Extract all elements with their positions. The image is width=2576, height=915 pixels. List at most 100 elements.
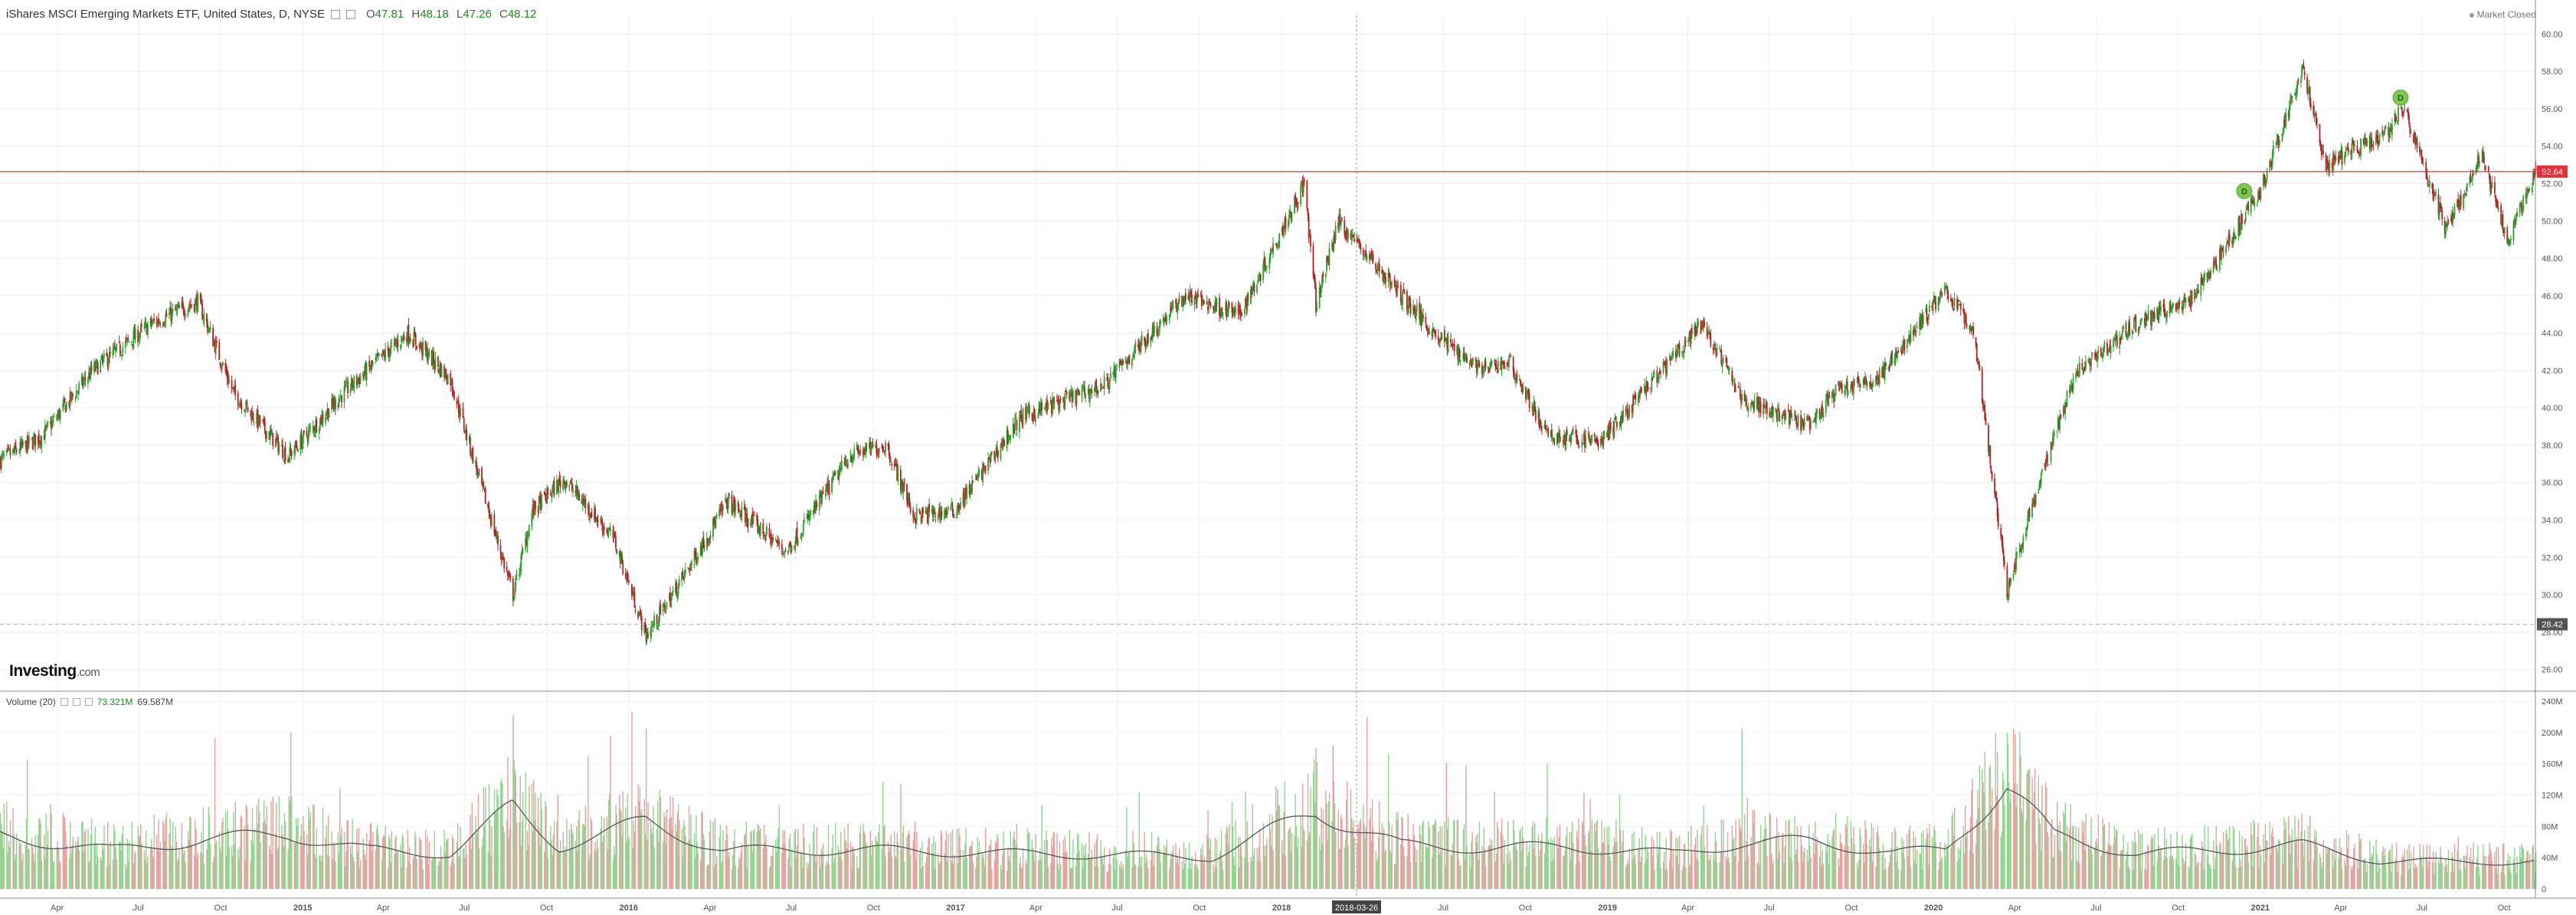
volume-bar: [783, 843, 784, 889]
volume-bar: [245, 804, 247, 889]
volume-bar: [601, 841, 604, 889]
candle: [113, 342, 115, 355]
time-tick-label: Apr: [2008, 904, 2021, 913]
candle: [2064, 398, 2067, 420]
candle: [1560, 437, 1562, 442]
candle: [853, 454, 854, 464]
candle: [1281, 222, 1284, 237]
candle: [1795, 415, 1798, 430]
volume-bar: [1514, 846, 1516, 889]
candle: [453, 389, 455, 402]
volume-bar: [1194, 851, 1196, 889]
volume-label[interactable]: Volume (20): [6, 697, 56, 707]
volume-bar: [1301, 783, 1304, 889]
volume-bar: [26, 759, 28, 889]
candle: [325, 412, 326, 427]
volume-bar: [82, 821, 83, 889]
candle: [826, 477, 829, 496]
volume-bar: [195, 829, 197, 889]
volume-bar: [1832, 831, 1834, 889]
candle: [1553, 438, 1556, 447]
volume-bar: [457, 823, 459, 889]
candle: [1935, 295, 1937, 313]
candle: [1488, 366, 1489, 374]
settings-icon[interactable]: [330, 9, 340, 19]
volume-bar: [372, 831, 374, 889]
candle: [616, 548, 617, 555]
candle: [2363, 134, 2365, 149]
candle: [393, 336, 395, 351]
candle: [316, 416, 318, 434]
candle: [2021, 542, 2024, 550]
dividend-marker[interactable]: D: [2392, 89, 2409, 106]
market-status-text: Market Closed: [2476, 9, 2536, 20]
volume-bar: [1158, 837, 1160, 889]
volume-bar: [927, 847, 928, 889]
volume-bar: [826, 864, 829, 889]
candle: [956, 505, 958, 519]
candle: [2178, 299, 2180, 314]
volume-bar: [1413, 835, 1416, 889]
candle: [1364, 250, 1367, 257]
dividend-markers[interactable]: DD: [2236, 89, 2409, 199]
chart-title[interactable]: iShares MSCI Emerging Markets ETF, Unite…: [6, 8, 325, 21]
candle: [2258, 187, 2260, 201]
volume-bar: [1802, 851, 1805, 889]
candle: [206, 313, 208, 329]
dividend-marker[interactable]: D: [2236, 182, 2253, 199]
candle: [2108, 347, 2110, 353]
volume-bar: [2160, 848, 2162, 889]
volume-bar: [1863, 843, 1864, 889]
candle: [2266, 167, 2268, 184]
candle: [532, 499, 535, 519]
volume-bar: [365, 860, 367, 889]
volume-bar: [1931, 837, 1933, 889]
volume-bar: [1219, 850, 1222, 889]
volume-bar: [1027, 833, 1029, 889]
volume-bar: [41, 860, 43, 889]
volume-bar: [6, 802, 8, 889]
volume-bar: [1800, 826, 1802, 889]
candle: [870, 442, 872, 456]
volume-bar: [1045, 854, 1046, 889]
volume-bar: [600, 828, 601, 889]
volume-bar: [389, 838, 391, 889]
candle: [1550, 423, 1553, 441]
candle: [1738, 386, 1740, 389]
candle: [551, 491, 552, 503]
volume-bar: [682, 857, 684, 889]
volume-bar: [189, 816, 191, 889]
volume-bar: [1529, 844, 1530, 889]
volume-bar: [1145, 854, 1147, 889]
volume-bar: [282, 835, 283, 889]
candle: [143, 321, 146, 330]
volume-bar: [90, 835, 92, 889]
candle: [2071, 382, 2074, 393]
settings-icon[interactable]: [72, 698, 80, 706]
volume-bar: [1425, 844, 1427, 889]
candle: [122, 342, 124, 356]
candle: [2328, 162, 2330, 177]
volume-bar: [433, 858, 434, 889]
candle: [1704, 317, 1706, 328]
volume-bar: [953, 864, 954, 889]
close-icon[interactable]: [345, 9, 355, 19]
candle: [662, 602, 664, 616]
candle: [1990, 464, 1992, 474]
candle: [1413, 304, 1416, 313]
candle: [2532, 182, 2533, 195]
volume-bar: [1804, 847, 1805, 889]
close-icon[interactable]: [84, 698, 93, 706]
volume-bar: [1481, 845, 1483, 889]
candle: [2290, 93, 2291, 111]
candle: [1128, 354, 1131, 366]
volume-bar: [2503, 843, 2505, 889]
candle: [1881, 366, 1884, 378]
candle: [1740, 394, 1742, 409]
candle: [2394, 109, 2396, 126]
volume-bar: [2345, 864, 2347, 889]
volume-bar: [1446, 829, 1448, 889]
visibility-icon[interactable]: [60, 698, 68, 706]
candle: [1101, 382, 1103, 390]
